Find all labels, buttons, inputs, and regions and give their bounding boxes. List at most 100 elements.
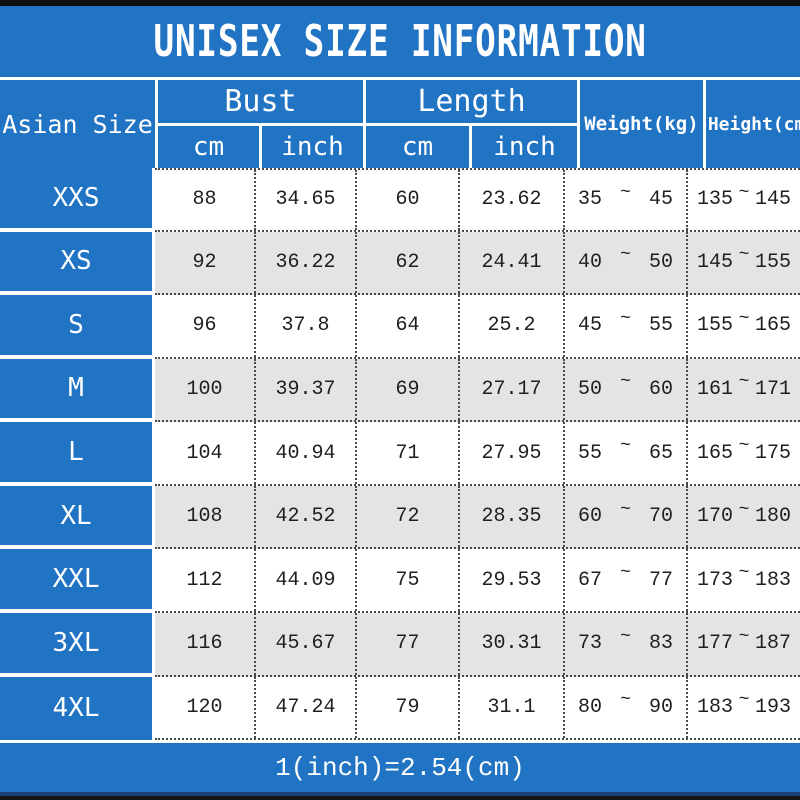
- row-values: 108 42.52 72 28.35 60 ~ 70 170 ~ 180: [155, 485, 800, 550]
- column-header-asian-size: Asian Size: [0, 80, 155, 168]
- table-row: XS 92 36.22 62 24.41 40 ~ 50 145 ~ 155: [0, 231, 800, 296]
- bust-inch-value: 47.24: [256, 676, 357, 739]
- row-values: 104 40.94 71 27.95 55 ~ 65 165 ~ 175: [155, 422, 800, 486]
- tilde-separator: ~: [620, 436, 631, 457]
- height-range: 135 ~ 145: [688, 170, 800, 230]
- top-border: [0, 0, 800, 6]
- conversion-note: 1(inch)=2.54(cm): [275, 752, 525, 783]
- length-cm-value: 72: [357, 485, 460, 548]
- height-min: 161: [697, 377, 734, 401]
- table-body: XXS 88 34.65 60 23.62 35 ~ 45 135 ~ 145: [0, 168, 800, 741]
- height-min: 177: [697, 632, 734, 656]
- tilde-separator: ~: [620, 626, 631, 647]
- row-values: 120 47.24 79 31.1 80 ~ 90 183 ~ 193: [155, 676, 800, 741]
- bust-cm-value: 96: [155, 295, 256, 357]
- subheader-length-cm: cm: [366, 125, 469, 168]
- weight-range: 67 ~ 77: [565, 549, 688, 611]
- bust-inch-value: 40.94: [256, 422, 357, 484]
- height-max: 145: [754, 188, 791, 212]
- page-title: UNISEX SIZE INFORMATION: [153, 16, 647, 67]
- bust-cm-value: 104: [155, 422, 256, 484]
- length-cm-value: 69: [357, 358, 460, 421]
- height-min: 170: [697, 505, 734, 529]
- length-cm-value: 64: [357, 295, 460, 357]
- table-row: M 100 39.37 69 27.17 50 ~ 60 161 ~ 171: [0, 358, 800, 423]
- weight-min: 35: [578, 188, 603, 212]
- size-label-cell: 4XL: [0, 676, 155, 741]
- length-cm-value: 79: [357, 676, 460, 739]
- bust-cm-value: 116: [155, 612, 256, 675]
- size-label-cell: L: [0, 422, 155, 486]
- weight-range: 55 ~ 65: [565, 422, 688, 484]
- height-range: 183 ~ 193: [688, 677, 800, 739]
- column-header-height: Height(cm): [706, 80, 800, 168]
- height-range: 177 ~ 187: [688, 613, 800, 675]
- tilde-separator: ~: [620, 308, 631, 329]
- length-inch-value: 31.1: [460, 676, 565, 739]
- height-min: 173: [697, 568, 734, 592]
- bust-inch-value: 34.65: [256, 170, 357, 230]
- size-label-cell: M: [0, 358, 155, 423]
- length-cm-value: 75: [357, 549, 460, 611]
- tilde-separator: ~: [738, 499, 750, 520]
- bust-inch-value: 37.8: [256, 295, 357, 357]
- weight-range: 45 ~ 55: [565, 295, 688, 357]
- weight-min: 60: [578, 505, 603, 529]
- weight-max: 45: [648, 188, 673, 212]
- bust-inch-value: 39.37: [256, 358, 357, 421]
- bust-cm-value: 108: [155, 485, 256, 548]
- height-max: 187: [754, 632, 791, 656]
- table-row: S 96 37.8 64 25.2 45 ~ 55 155 ~ 165: [0, 295, 800, 359]
- bust-inch-value: 44.09: [256, 549, 357, 611]
- height-min: 135: [697, 188, 734, 212]
- bottom-border: [0, 796, 800, 800]
- height-max: 183: [754, 568, 791, 592]
- subheader-bust-inch: inch: [262, 125, 363, 168]
- weight-min: 40: [578, 250, 603, 274]
- weight-range: 60 ~ 70: [565, 485, 688, 548]
- size-label-cell: XL: [0, 485, 155, 550]
- weight-min: 80: [578, 695, 603, 719]
- row-values: 112 44.09 75 29.53 67 ~ 77 173 ~ 183: [155, 549, 800, 613]
- size-label-cell: XXL: [0, 549, 155, 613]
- bust-cm-value: 112: [155, 549, 256, 611]
- weight-min: 67: [578, 568, 603, 592]
- size-label-cell: XXS: [0, 168, 155, 232]
- height-range: 165 ~ 175: [688, 422, 800, 484]
- weight-max: 65: [648, 441, 673, 465]
- column-header-weight: Weight(kg): [580, 80, 703, 168]
- height-min: 183: [697, 695, 734, 719]
- tilde-separator: ~: [738, 372, 750, 393]
- height-max: 175: [754, 441, 791, 465]
- height-min: 165: [697, 441, 734, 465]
- tilde-separator: ~: [738, 182, 750, 203]
- table-header: Asian Size Bust Length Weight(kg) Height…: [0, 80, 800, 168]
- column-header-bust: Bust: [158, 80, 363, 123]
- height-max: 171: [754, 377, 791, 401]
- bust-cm-value: 92: [155, 231, 256, 294]
- tilde-separator: ~: [738, 563, 750, 584]
- height-range: 155 ~ 165: [688, 295, 800, 357]
- weight-max: 55: [648, 314, 673, 338]
- tilde-separator: ~: [620, 499, 631, 520]
- weight-range: 40 ~ 50: [565, 231, 688, 294]
- subheader-bust-cm: cm: [158, 125, 259, 168]
- tilde-separator: ~: [620, 372, 631, 393]
- length-cm-value: 62: [357, 231, 460, 294]
- length-inch-value: 24.41: [460, 231, 565, 294]
- bust-cm-value: 100: [155, 358, 256, 421]
- weight-max: 90: [648, 695, 673, 719]
- table-row: XL 108 42.52 72 28.35 60 ~ 70 170 ~ 180: [0, 485, 800, 550]
- size-label-cell: 3XL: [0, 612, 155, 677]
- size-label-cell: S: [0, 295, 155, 359]
- weight-max: 70: [648, 505, 673, 529]
- weight-min: 73: [578, 632, 603, 656]
- row-values: 88 34.65 60 23.62 35 ~ 45 135 ~ 145: [155, 168, 800, 232]
- height-min: 145: [697, 250, 734, 274]
- height-range: 145 ~ 155: [688, 232, 800, 294]
- table-row: 3XL 116 45.67 77 30.31 73 ~ 83 177 ~ 187: [0, 612, 800, 677]
- tilde-separator: ~: [738, 245, 750, 266]
- weight-max: 60: [648, 377, 673, 401]
- tilde-separator: ~: [620, 245, 631, 266]
